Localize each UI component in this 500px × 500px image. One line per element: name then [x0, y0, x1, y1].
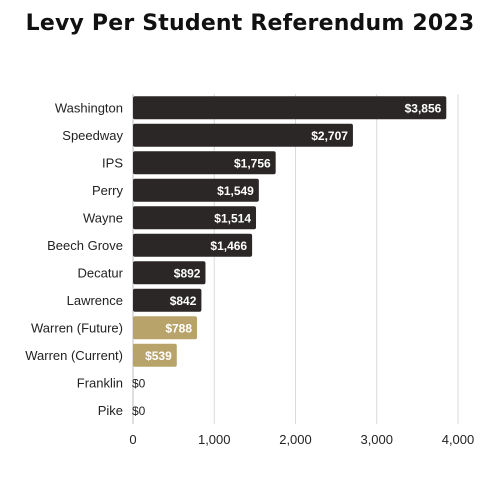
category-label: Warren (Current): [25, 348, 123, 363]
data-label: $2,707: [311, 129, 348, 143]
x-tick-label: 0: [129, 432, 136, 447]
bar: [133, 233, 253, 257]
x-tick-label: 4,000: [442, 432, 475, 447]
category-label: Decatur: [77, 265, 123, 280]
x-tick-label: 2,000: [279, 432, 312, 447]
category-label: Lawrence: [67, 293, 123, 308]
data-label: $0: [132, 404, 146, 418]
bar: [133, 123, 353, 147]
category-label: IPS: [102, 155, 123, 170]
bar: [133, 261, 206, 285]
category-label: Pike: [98, 403, 123, 418]
x-tick-label: 3,000: [360, 432, 393, 447]
bar: [133, 288, 202, 312]
data-label: $1,514: [214, 211, 251, 225]
data-label: $0: [132, 376, 146, 390]
category-label: Warren (Future): [31, 320, 123, 335]
data-label: $539: [145, 349, 172, 363]
category-label: Franklin: [77, 375, 123, 390]
x-tick-label: 1,000: [198, 432, 231, 447]
chart-title: Levy Per Student Referendum 2023: [25, 11, 475, 36]
data-label: $842: [170, 294, 197, 308]
bar: [133, 151, 276, 175]
bar: [133, 343, 177, 367]
bar: [133, 206, 257, 230]
category-label: Wayne: [83, 210, 123, 225]
data-label: $1,756: [234, 156, 271, 170]
category-label: Beech Grove: [47, 238, 123, 253]
data-label: $1,549: [217, 184, 254, 198]
category-label: Speedway: [62, 128, 123, 143]
data-label: $3,856: [405, 101, 442, 115]
data-label: $892: [174, 266, 201, 280]
category-label: Perry: [92, 183, 124, 198]
data-label: $788: [165, 321, 192, 335]
data-label: $1,466: [210, 239, 247, 253]
category-label: Washington: [55, 100, 123, 115]
bar: [133, 96, 447, 120]
bar: [133, 178, 259, 202]
bar: [133, 316, 198, 340]
